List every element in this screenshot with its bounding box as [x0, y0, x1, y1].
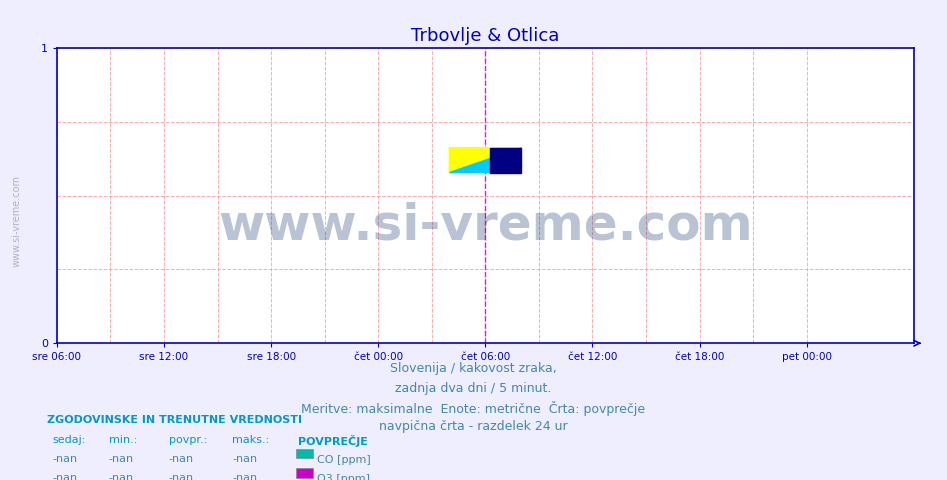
Text: sedaj:: sedaj:	[52, 435, 85, 445]
Text: -nan: -nan	[109, 454, 134, 464]
Text: Slovenija / kakovost zraka,: Slovenija / kakovost zraka,	[390, 362, 557, 375]
Text: ZGODOVINSKE IN TRENUTNE VREDNOSTI: ZGODOVINSKE IN TRENUTNE VREDNOSTI	[47, 415, 302, 425]
Text: -nan: -nan	[232, 454, 258, 464]
Text: -nan: -nan	[52, 473, 78, 480]
Text: -nan: -nan	[232, 473, 258, 480]
Text: CO [ppm]: CO [ppm]	[317, 455, 371, 465]
Text: -nan: -nan	[169, 473, 194, 480]
Text: zadnja dva dni / 5 minut.: zadnja dva dni / 5 minut.	[395, 382, 552, 395]
Text: povpr.:: povpr.:	[169, 435, 206, 445]
Text: -nan: -nan	[169, 454, 194, 464]
Text: Meritve: maksimalne  Enote: metrične  Črta: povprečje: Meritve: maksimalne Enote: metrične Črta…	[301, 401, 646, 416]
Text: navpična črta - razdelek 24 ur: navpična črta - razdelek 24 ur	[379, 420, 568, 433]
Text: www.si-vreme.com: www.si-vreme.com	[218, 201, 753, 249]
Title: Trbovlje & Otlica: Trbovlje & Otlica	[411, 27, 560, 45]
Text: -nan: -nan	[52, 454, 78, 464]
Polygon shape	[449, 148, 522, 173]
Text: O3 [ppm]: O3 [ppm]	[317, 474, 370, 480]
Polygon shape	[490, 148, 522, 173]
Text: POVPREČJE: POVPREČJE	[298, 435, 368, 447]
Text: maks.:: maks.:	[232, 435, 269, 445]
Text: min.:: min.:	[109, 435, 137, 445]
Text: -nan: -nan	[109, 473, 134, 480]
Polygon shape	[449, 148, 522, 173]
Text: www.si-vreme.com: www.si-vreme.com	[12, 175, 22, 267]
